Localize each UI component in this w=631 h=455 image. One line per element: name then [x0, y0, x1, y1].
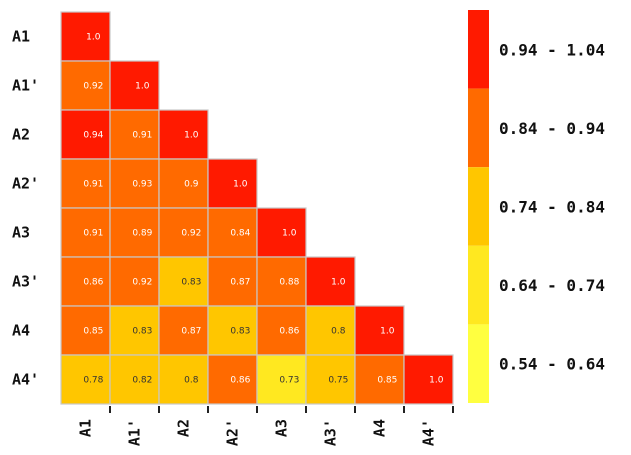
heatmap-cell-5-0 [60, 256, 111, 307]
heatmap-cell-5-1 [109, 256, 160, 307]
legend-label: 0.54 - 0.64 [499, 355, 605, 374]
column-label: A2' [224, 419, 242, 446]
heatmap-cell-7-2 [158, 354, 209, 405]
cell-value-label: 0.87 [181, 327, 201, 337]
cell-value-label: 0.83 [181, 278, 201, 288]
row-label: A1' [12, 77, 39, 95]
row-label: A2' [12, 175, 39, 193]
heatmap-cell-6-0 [60, 305, 111, 356]
heatmap-cell-6-1 [109, 305, 160, 356]
cell-value-label: 0.87 [230, 278, 250, 288]
heatmap-cell-7-7 [403, 354, 454, 405]
column-label: A1 [77, 419, 95, 437]
legend: 0.94 - 1.04 0.84 - 0.94 0.74 - 0.84 0.64 - … [468, 10, 605, 403]
cell-value-label: 0.85 [83, 327, 103, 337]
cell-value-label: 0.92 [181, 229, 201, 239]
heatmap-cell-7-6 [354, 354, 405, 405]
heatmap-cell-7-5 [305, 354, 356, 405]
legend-swatch [468, 324, 489, 403]
heatmap-cell-5-2 [158, 256, 209, 307]
cell-value-label: 1.0 [429, 376, 444, 386]
legend-swatch [468, 88, 489, 168]
column-label: A3 [273, 419, 291, 437]
cell-value-label: 1.0 [86, 33, 101, 43]
cell-value-label: 0.88 [279, 278, 299, 288]
cell-value-label: 0.84 [230, 229, 250, 239]
heatmap-cell-3-3 [207, 158, 258, 209]
cell-value-label: 0.94 [83, 131, 103, 141]
legend-swatch [468, 167, 489, 246]
cell-value-label: 0.75 [328, 376, 348, 386]
heatmap-cell-4-1 [109, 207, 160, 258]
legend-label: 0.74 - 0.84 [499, 198, 605, 217]
cell-value-label: 1.0 [282, 229, 297, 239]
heatmap-cells: 1.0 0.92 1.0 0.94 0.91 1.0 0.91 0.93 0.9 1.0 0.91 0… [60, 11, 454, 405]
heatmap-cell-5-4 [256, 256, 307, 307]
heatmap-cell-2-2 [158, 109, 209, 160]
cell-value-label: 1.0 [184, 131, 199, 141]
cell-value-label: 0.8 [184, 376, 199, 386]
row-label: A4' [12, 371, 39, 389]
cell-value-label: 0.86 [83, 278, 103, 288]
row-label: A1 [12, 28, 30, 46]
legend-label: 0.94 - 1.04 [499, 40, 605, 59]
column-label: A4' [420, 419, 438, 446]
legend-label: 0.64 - 0.74 [499, 276, 605, 295]
cell-value-label: 0.92 [132, 278, 152, 288]
legend-swatch [468, 245, 489, 325]
heatmap-cell-1-0 [60, 60, 111, 111]
cell-value-label: 0.93 [132, 180, 152, 190]
cell-value-label: 1.0 [331, 278, 346, 288]
column-label: A3' [322, 419, 340, 446]
row-label: A2 [12, 126, 30, 144]
heatmap-cell-7-0 [60, 354, 111, 405]
cell-value-label: 0.91 [83, 229, 103, 239]
legend-label: 0.84 - 0.94 [499, 119, 605, 138]
column-label: A4 [371, 419, 389, 437]
row-labels: A1 A1' A2 A2' A3 A3' A4 A4' [12, 28, 39, 389]
cell-value-label: 1.0 [135, 82, 150, 92]
column-label: A1' [126, 419, 144, 446]
cell-value-label: 0.83 [132, 327, 152, 337]
row-label: A3' [12, 273, 39, 291]
heatmap-cell-5-5 [305, 256, 356, 307]
cell-value-label: 0.73 [279, 376, 299, 386]
heatmap-cell-6-5 [305, 305, 356, 356]
row-label: A3 [12, 224, 30, 242]
heatmap-cell-4-3 [207, 207, 258, 258]
cell-value-label: 0.86 [230, 376, 250, 386]
cell-value-label: 0.83 [230, 327, 250, 337]
column-label: A2 [175, 419, 193, 437]
cell-value-label: 0.91 [83, 180, 103, 190]
cell-value-label: 0.85 [377, 376, 397, 386]
heatmap-cell-0-0 [60, 11, 111, 62]
cell-value-label: 0.9 [184, 180, 199, 190]
cell-value-label: 0.8 [331, 327, 346, 337]
cell-value-label: 0.86 [279, 327, 299, 337]
legend-swatch [468, 10, 489, 89]
row-label: A4 [12, 322, 30, 340]
cell-value-label: 0.89 [132, 229, 152, 239]
heatmap-cell-3-1 [109, 158, 160, 209]
cell-value-label: 0.92 [83, 82, 103, 92]
cell-value-label: 0.78 [83, 376, 103, 386]
cell-value-label: 0.82 [132, 376, 152, 386]
cell-value-label: 1.0 [233, 180, 248, 190]
heatmap-cell-6-6 [354, 305, 405, 356]
column-labels: A1 A1' A2 A2' A3 A3' A4 A4' [77, 406, 454, 446]
cell-value-label: 0.91 [132, 131, 152, 141]
cell-value-label: 1.0 [380, 327, 395, 337]
heatmap-cell-5-3 [207, 256, 258, 307]
